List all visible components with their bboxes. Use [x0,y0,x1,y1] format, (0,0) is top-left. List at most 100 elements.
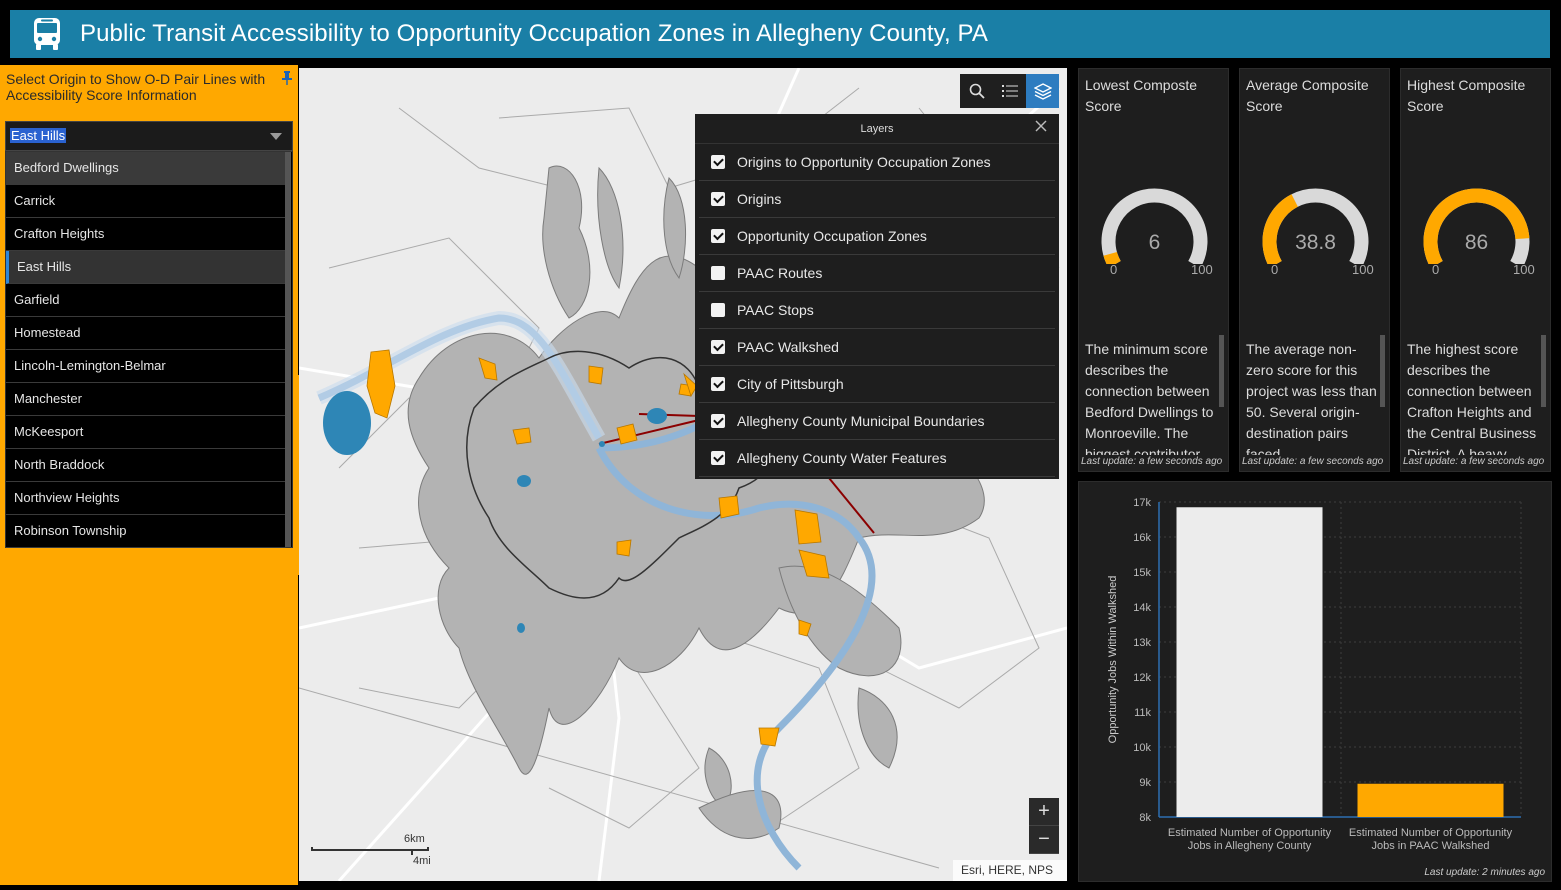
layer-label: PAAC Routes [737,265,823,281]
list-icon [1001,85,1018,97]
gauge-track [1101,188,1208,264]
y-tick-label: 13k [1133,637,1151,649]
gauge-dial [1262,188,1369,264]
layers-button[interactable] [1026,74,1059,108]
dropdown-option[interactable]: Crafton Heights [6,218,286,251]
layer-label: Origins to Opportunity Occupation Zones [737,154,991,170]
y-tick-label: 14k [1133,602,1151,614]
layer-row[interactable]: Origins [699,181,1055,218]
map-toolbar [960,74,1059,108]
dropdown-option[interactable]: Bedford Dwellings [6,152,286,185]
dropdown-option[interactable]: Garfield [6,284,286,317]
legend-button[interactable] [993,74,1026,108]
dropdown-option[interactable]: McKeesport [6,416,286,449]
layer-row[interactable]: PAAC Walkshed [699,329,1055,366]
layer-label: Allegheny County Municipal Boundaries [737,413,985,429]
y-tick-label: 8k [1139,812,1151,824]
dropdown-option[interactable]: North Braddock [6,449,286,482]
chevron-down-icon [270,133,282,140]
x-tick-label: Jobs in PAAC Walkshed [1372,840,1490,852]
y-tick-label: 15k [1133,567,1151,579]
dropdown-option[interactable]: East Hills [6,251,286,284]
pin-icon[interactable] [282,71,292,88]
zoom-controls: + − [1029,798,1059,854]
y-tick-label: 11k [1134,707,1151,719]
layers-panel-title: Layers [860,123,894,135]
layer-label: PAAC Stops [737,302,814,318]
layer-checkbox[interactable] [711,155,725,169]
layer-row[interactable]: Origins to Opportunity Occupation Zones [699,144,1055,181]
y-tick-label: 9k [1139,777,1151,789]
y-tick-label: 10k [1133,742,1151,754]
header-bar: Public Transit Accessibility to Opportun… [10,10,1550,58]
gauge-fill [1262,194,1299,264]
origin-dropdown-list: Bedford Dwellings Carrick Crafton Heights E… [5,151,293,548]
layer-checkbox[interactable] [711,229,725,243]
y-tick-label: 17k [1133,497,1151,509]
layer-list: Origins to Opportunity Occupation Zones O… [695,144,1059,477]
gauge-card: Lowest Composte Score 6 0 100 The minimum sc… [1078,68,1229,472]
gauge-card: Average Composite Score 38.8 0 100 The avera… [1239,68,1390,472]
gauge-max: 100 [1352,262,1374,277]
origin-dropdown[interactable]: East Hills [5,121,293,151]
scale-mi-bar [311,849,413,855]
y-tick-label: 16k [1133,532,1151,544]
layer-row[interactable]: Opportunity Occupation Zones [699,218,1055,255]
layer-label: Allegheny County Water Features [737,450,947,466]
zoom-in-button[interactable]: + [1029,798,1059,826]
y-axis-label: Opportunity Jobs Within Walkshed [1107,576,1119,744]
zoom-out-button[interactable]: − [1029,826,1059,854]
layer-label: City of Pittsburgh [737,376,844,392]
layer-checkbox[interactable] [711,266,725,280]
gauge-title: Highest Composite Score [1407,77,1526,114]
scale-bar: 6km 4mi [309,833,449,867]
chart-last-update: Last update: 2 minutes ago [1424,867,1545,878]
y-tick-label: 12k [1133,672,1151,684]
selector-prompt: Select Origin to Show O-D Pair Lines wit… [6,71,266,103]
gauge-last-update: Last update: a few seconds ago [1403,456,1545,467]
gauge-value: 86 [1464,231,1489,254]
scale-km-label: 6km [404,833,425,845]
layer-checkbox[interactable] [711,340,725,354]
description-scrollbar[interactable] [1380,335,1385,407]
layer-checkbox[interactable] [711,451,725,465]
dropdown-option[interactable]: Homestead [6,317,286,350]
dropdown-option[interactable]: Lincoln-Lemington-Belmar [6,350,286,383]
close-icon[interactable] [1035,119,1047,137]
description-scrollbar[interactable] [1219,335,1224,407]
jobs-bar-chart: 8k 9k 10k 11k 12k 13k 14k 15k 16k 17k Opportunity … [1078,481,1552,882]
dropdown-scrollbar[interactable] [285,152,291,547]
gauge-fill [1423,188,1530,264]
gauge-description: The minimum score describes the connecti… [1085,341,1214,455]
x-tick-label: Estimated Number of Opportunity [1168,827,1332,839]
layer-checkbox[interactable] [711,192,725,206]
layer-row[interactable]: PAAC Routes [699,255,1055,292]
layer-checkbox[interactable] [711,377,725,391]
gauge-min: 0 [1432,262,1440,277]
layer-checkbox[interactable] [711,303,725,317]
gauge-card: Highest Composite Score 86 0 100 The highest… [1400,68,1551,472]
dropdown-option[interactable]: Robinson Township [6,515,286,548]
dropdown-option[interactable]: Northview Heights [6,482,286,515]
dropdown-option[interactable]: Carrick [6,185,286,218]
layers-panel-header: Layers [695,114,1059,144]
layer-row[interactable]: Allegheny County Municipal Boundaries [699,403,1055,440]
gauge-description: The highest score describes the connecti… [1407,341,1537,455]
layer-row[interactable]: PAAC Stops [699,292,1055,329]
gauge-value: 6 [1148,231,1161,254]
gauge-min: 0 [1110,262,1118,277]
map-search-button[interactable] [960,74,993,108]
layer-row[interactable]: City of Pittsburgh [699,366,1055,403]
layer-row[interactable]: Allegheny County Water Features [699,440,1055,477]
x-tick-label: Jobs in Allegheny County [1188,840,1312,852]
layer-checkbox[interactable] [711,414,725,428]
description-scrollbar[interactable] [1541,335,1546,407]
origin-selector-panel: Select Origin to Show O-D Pair Lines wit… [0,65,298,885]
dropdown-option[interactable]: Manchester [6,383,286,416]
x-tick-label: Estimated Number of Opportunity [1349,827,1513,839]
map-view[interactable]: Layers Origins to Opportunity Occupation… [299,68,1067,881]
map-attribution: Esri, HERE, NPS [952,860,1067,881]
layers-icon [1033,83,1052,100]
bar [1176,507,1323,817]
